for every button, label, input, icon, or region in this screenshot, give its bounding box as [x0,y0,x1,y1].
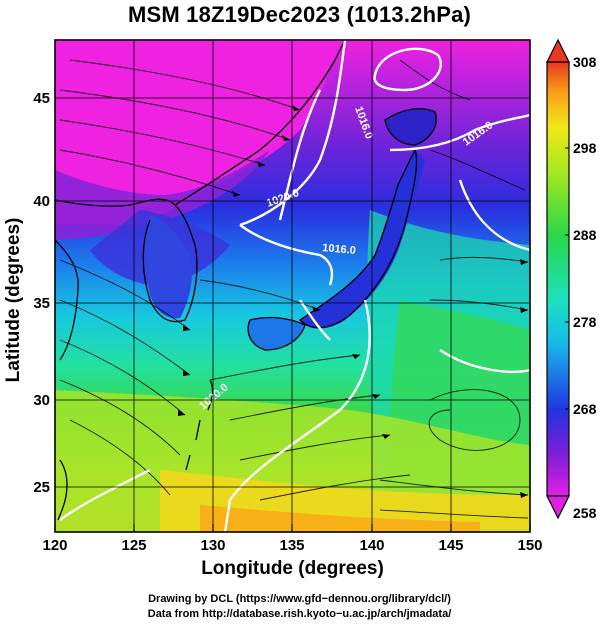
x-tick-label: 125 [121,537,146,554]
colorbar-tick-label: 278 [573,314,597,330]
x-tick-label: 150 [517,537,542,554]
colorbar-tick-label: 288 [573,227,597,243]
colorbar-tick-label: 268 [573,401,597,417]
x-tick-labels: 120 125 130 135 140 145 150 [42,537,542,554]
colorbar-tick-label: 298 [573,140,597,156]
x-tick-label: 145 [438,537,463,554]
colorbar-labels: 308 298 288 278 268 258 [573,54,597,521]
temperature-field [55,40,530,532]
colorbar-max-extend [546,38,570,63]
colorbar-tick-label: 258 [573,505,597,521]
y-tick-label: 25 [33,479,50,496]
map-grid [55,40,530,532]
isobars [59,40,530,532]
y-tick-label: 35 [33,295,50,312]
credit-data-source: Data from http://database.rish.kyoto−u.a… [147,608,452,620]
x-tick-label: 135 [279,537,304,554]
map-title: MSM 18Z19Dec2023 (1013.2hPa) [127,2,472,27]
x-tick-label: 140 [359,537,384,554]
colorbar [546,38,570,520]
colorbar-min-extend [546,495,570,520]
wind-arrowheads [178,105,528,498]
x-tick-marks [54,524,531,532]
y-tick-label: 40 [33,193,50,210]
wind-streamlines [59,59,529,519]
credit-drawing: Drawing by DCL (https://www.gfd−dennou.o… [148,593,451,605]
x-axis-label: Longitude (degrees) [201,558,384,579]
x-tick-label: 120 [42,537,67,554]
coastlines [55,40,437,521]
isobar-label: 1016.0 [322,242,357,257]
y-tick-label: 45 [33,90,50,107]
colorbar-tick-label: 308 [573,54,597,70]
y-tick-label: 30 [33,392,50,409]
y-axis-label: Latitude (degrees) [3,217,24,383]
x-tick-label: 130 [200,537,225,554]
y-tick-labels: 25 30 35 40 45 [33,90,50,496]
y-axis-label-wrap: Latitude (degrees) [2,200,26,400]
